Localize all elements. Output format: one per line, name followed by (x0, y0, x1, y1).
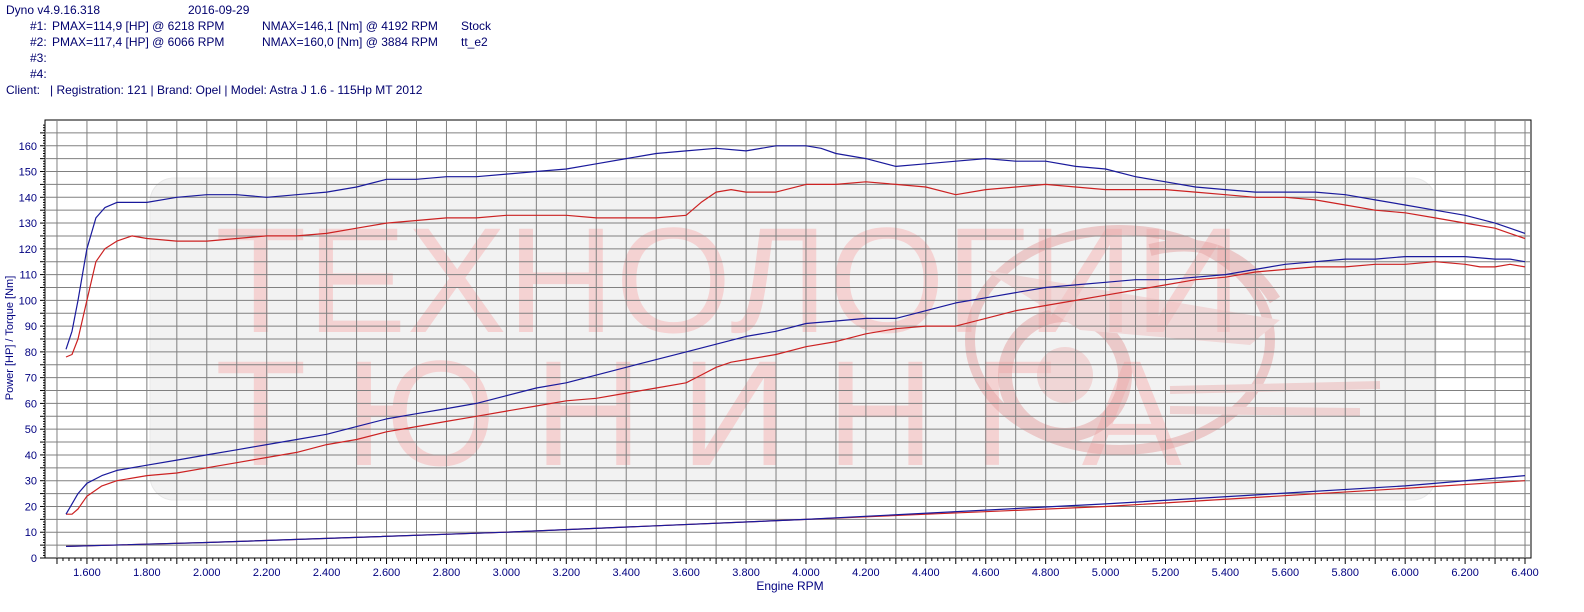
test-date: 2016-09-29 (188, 3, 250, 17)
x-tick-label: 4.400 (912, 567, 940, 579)
series-2-loss (65, 475, 1526, 547)
run-nmax: NMAX=160,0 [Nm] @ 3884 RPM (262, 35, 438, 49)
y-tick-label: 60 (25, 398, 37, 410)
y-tick-label: 50 (25, 424, 37, 436)
run-id: #4: (30, 67, 47, 81)
y-tick-label: 150 (19, 167, 37, 179)
y-tick-label: 10 (25, 527, 37, 539)
y-tick-label: 110 (19, 270, 37, 282)
y-tick-label: 160 (19, 141, 37, 153)
x-tick-label: 3.800 (732, 567, 760, 579)
y-axis-label: Power [HP] / Torque [Nm] (4, 276, 16, 401)
y-tick-label: 40 (25, 450, 37, 462)
run-pmax: PMAX=114,9 [HP] @ 6218 RPM (52, 19, 225, 33)
series-1-power (66, 261, 1526, 515)
x-tick-label: 2.400 (313, 567, 341, 579)
x-tick-label: 3.200 (553, 567, 581, 579)
run-nmax: NMAX=146,1 [Nm] @ 4192 RPM (262, 19, 438, 33)
x-tick-label: 5.200 (1152, 567, 1180, 579)
series-layer (65, 145, 1526, 547)
x-tick-label: 2.200 (253, 567, 281, 579)
app-version: Dyno v4.9.16.318 (6, 3, 101, 17)
x-tick-label: 6.400 (1511, 567, 1539, 579)
x-tick-label: 4.600 (972, 567, 1000, 579)
x-tick-label: 2.600 (373, 567, 401, 579)
run-name: tt_e2 (461, 35, 488, 49)
y-tick-label: 70 (25, 373, 37, 385)
y-tick-label: 20 (25, 501, 37, 513)
x-tick-label: 3.000 (493, 567, 521, 579)
run-id: #2: (30, 35, 47, 49)
run-pmax: PMAX=117,4 [HP] @ 6066 RPM (52, 35, 225, 49)
x-tick-label: 6.200 (1451, 567, 1479, 579)
run-name: Stock (461, 19, 492, 33)
y-tick-label: 120 (19, 244, 37, 256)
x-tick-label: 3.600 (672, 567, 700, 579)
y-tick-label: 30 (25, 476, 37, 488)
client-info: Client: | Registration: 121 | Brand: Ope… (6, 83, 423, 97)
series-2-power (65, 256, 1526, 515)
series-1-torque (65, 181, 1526, 358)
x-axis-label: Engine RPM (756, 579, 823, 593)
x-tick-label: 5.600 (1272, 567, 1300, 579)
x-tick-label: 4.200 (852, 567, 880, 579)
x-tick-label: 6.000 (1391, 567, 1419, 579)
x-tick-label: 2.000 (193, 567, 221, 579)
x-tick-label: 4.800 (1032, 567, 1060, 579)
x-tick-label: 5.000 (1092, 567, 1120, 579)
y-tick-label: 0 (31, 553, 37, 565)
x-tick-label: 5.800 (1331, 567, 1359, 579)
run-id: #1: (30, 19, 47, 33)
x-tick-label: 2.800 (433, 567, 461, 579)
y-tick-label: 80 (25, 347, 37, 359)
y-tick-label: 90 (25, 321, 37, 333)
x-tick-label: 3.400 (612, 567, 640, 579)
axes: 1.600 1.800 2.000 2.200 2.400 2.600 2.800 3.000… (19, 124, 1539, 579)
run-id: #3: (30, 51, 47, 65)
x-tick-label: 1.800 (133, 567, 161, 579)
x-tick-label: 5.400 (1212, 567, 1240, 579)
y-tick-label: 140 (19, 192, 37, 204)
y-tick-label: 100 (19, 295, 37, 307)
x-tick-label: 4.000 (792, 567, 820, 579)
x-tick-label: 1.600 (73, 567, 101, 579)
y-tick-label: 130 (19, 218, 37, 230)
series-2-torque (65, 145, 1526, 350)
